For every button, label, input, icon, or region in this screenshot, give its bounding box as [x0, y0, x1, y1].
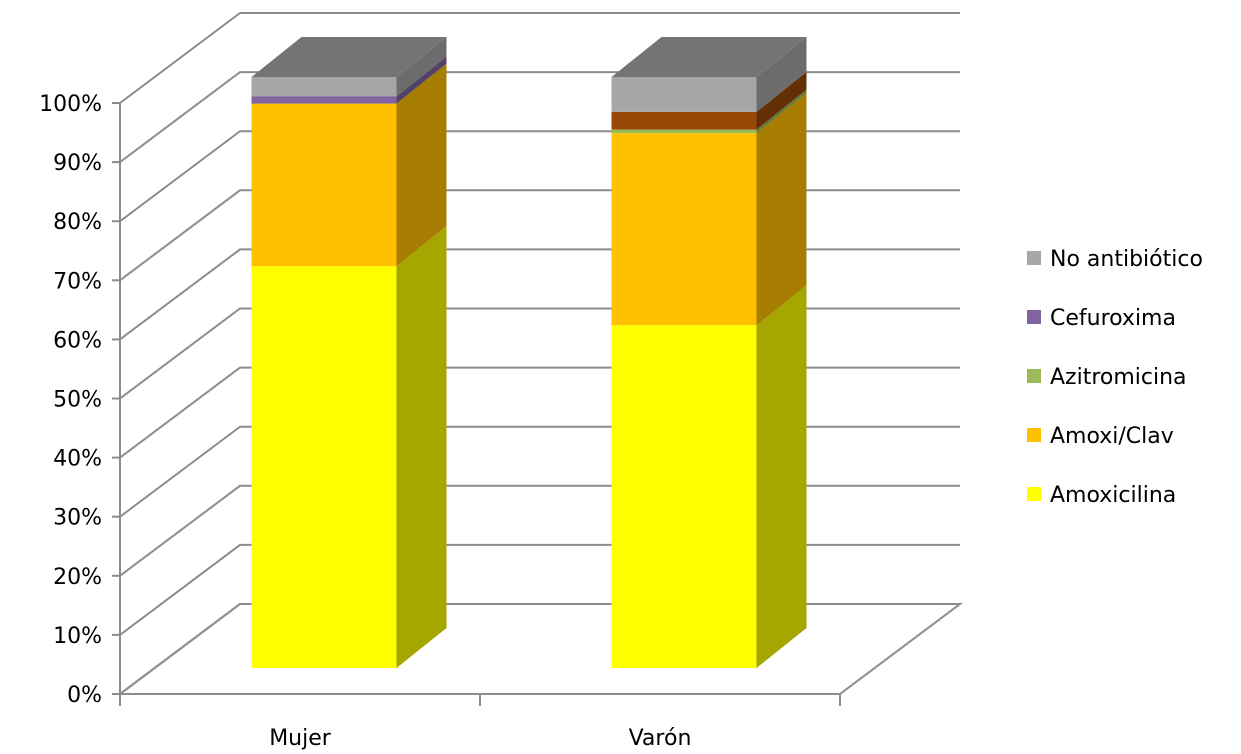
bar-front [251, 103, 397, 267]
legend-label: Cefuroxima [1050, 306, 1176, 331]
bar-top-varon [611, 37, 807, 77]
gridline [119, 307, 960, 400]
gridline [119, 543, 960, 636]
legend-swatch [1027, 487, 1041, 501]
legend-label: No antibiótico [1050, 247, 1203, 272]
bar-front [611, 325, 757, 668]
bar-side [756, 93, 807, 326]
category-label-mujer: Mujer [269, 726, 332, 751]
bar-front [611, 129, 757, 134]
gridline [119, 366, 960, 459]
gridline [119, 130, 960, 222]
bar-side [396, 63, 447, 267]
gridline [119, 425, 960, 518]
bar-side [396, 56, 447, 104]
legend-swatch [1027, 251, 1041, 265]
x-axis-category-labels: Mujer Varón [269, 726, 691, 751]
legend-item-cefuroxima: Cefuroxima [1027, 306, 1176, 331]
bar-top-mujer [251, 37, 447, 77]
bar-segment-amoxi-clav-mujer [251, 63, 447, 267]
floor-outline [117, 603, 963, 695]
bar-front [251, 77, 397, 97]
y-tick-label: 60% [53, 328, 102, 353]
legend: No antibiótico Cefuroxima Azitromicina Amox… [1027, 247, 1203, 508]
gridline [119, 603, 960, 695]
axes [112, 102, 841, 706]
y-tick-label: 90% [53, 151, 102, 176]
bar-segment-otro-varon [611, 71, 807, 130]
bar-varon [611, 37, 807, 668]
gridline [119, 12, 960, 104]
y-tick-label: 50% [53, 388, 102, 413]
gridlines [119, 12, 960, 695]
bar-segment-cefuroxima-mujer [251, 56, 447, 104]
y-tick-label: 0% [67, 683, 102, 708]
legend-swatch [1027, 310, 1041, 324]
legend-item-no-antibiotico: No antibiótico [1027, 247, 1203, 272]
chart-walls [117, 603, 963, 695]
legend-item-amoxicilina: Amoxicilina [1027, 483, 1176, 508]
bar-side [756, 89, 807, 134]
y-axis-tick-labels: 0% 10% 20% 30% 40% 50% 60% 70% 80% 90% 100% [39, 92, 102, 708]
bar-segment-no-antibiotico-mujer [251, 37, 447, 97]
y-tick-label: 20% [53, 565, 102, 590]
bar-segment-amoxicilina-mujer [251, 226, 447, 668]
bar-side [756, 71, 807, 130]
bar-segment-no-antibiotico-varon [611, 37, 807, 112]
legend-swatch [1027, 428, 1041, 442]
y-tick-label: 100% [39, 92, 102, 117]
legend-item-amoxi-clav: Amoxi/Clav [1027, 424, 1174, 449]
bar-front [251, 266, 397, 668]
legend-swatch [1027, 369, 1041, 383]
bars [251, 37, 807, 668]
bar-front [611, 133, 757, 326]
gridline [119, 484, 960, 577]
bar-side [396, 226, 447, 668]
bar-side [756, 37, 807, 112]
bar-front [611, 77, 757, 112]
legend-label: Amoxi/Clav [1050, 424, 1174, 449]
bar-side [756, 285, 807, 668]
bar-front [251, 96, 397, 104]
category-label-varon: Varón [629, 726, 692, 751]
bar-mujer [251, 37, 447, 668]
y-tick-label: 70% [53, 269, 102, 294]
bar-segment-amoxi-clav-varon [611, 93, 807, 326]
y-tick-label: 30% [53, 506, 102, 531]
legend-item-azitromicina: Azitromicina [1027, 365, 1187, 390]
bar-side [396, 37, 447, 97]
legend-label: Azitromicina [1050, 365, 1187, 390]
bar-segment-azitromicina-varon [611, 89, 807, 134]
legend-label: Amoxicilina [1050, 483, 1176, 508]
gridline [119, 71, 960, 163]
gridline [119, 248, 960, 341]
y-tick-label: 40% [53, 447, 102, 472]
y-tick-label: 80% [53, 210, 102, 235]
bar-segment-amoxicilina-varon [611, 285, 807, 668]
bar-front [611, 111, 757, 130]
y-tick-label: 10% [53, 624, 102, 649]
gridline [119, 189, 960, 282]
